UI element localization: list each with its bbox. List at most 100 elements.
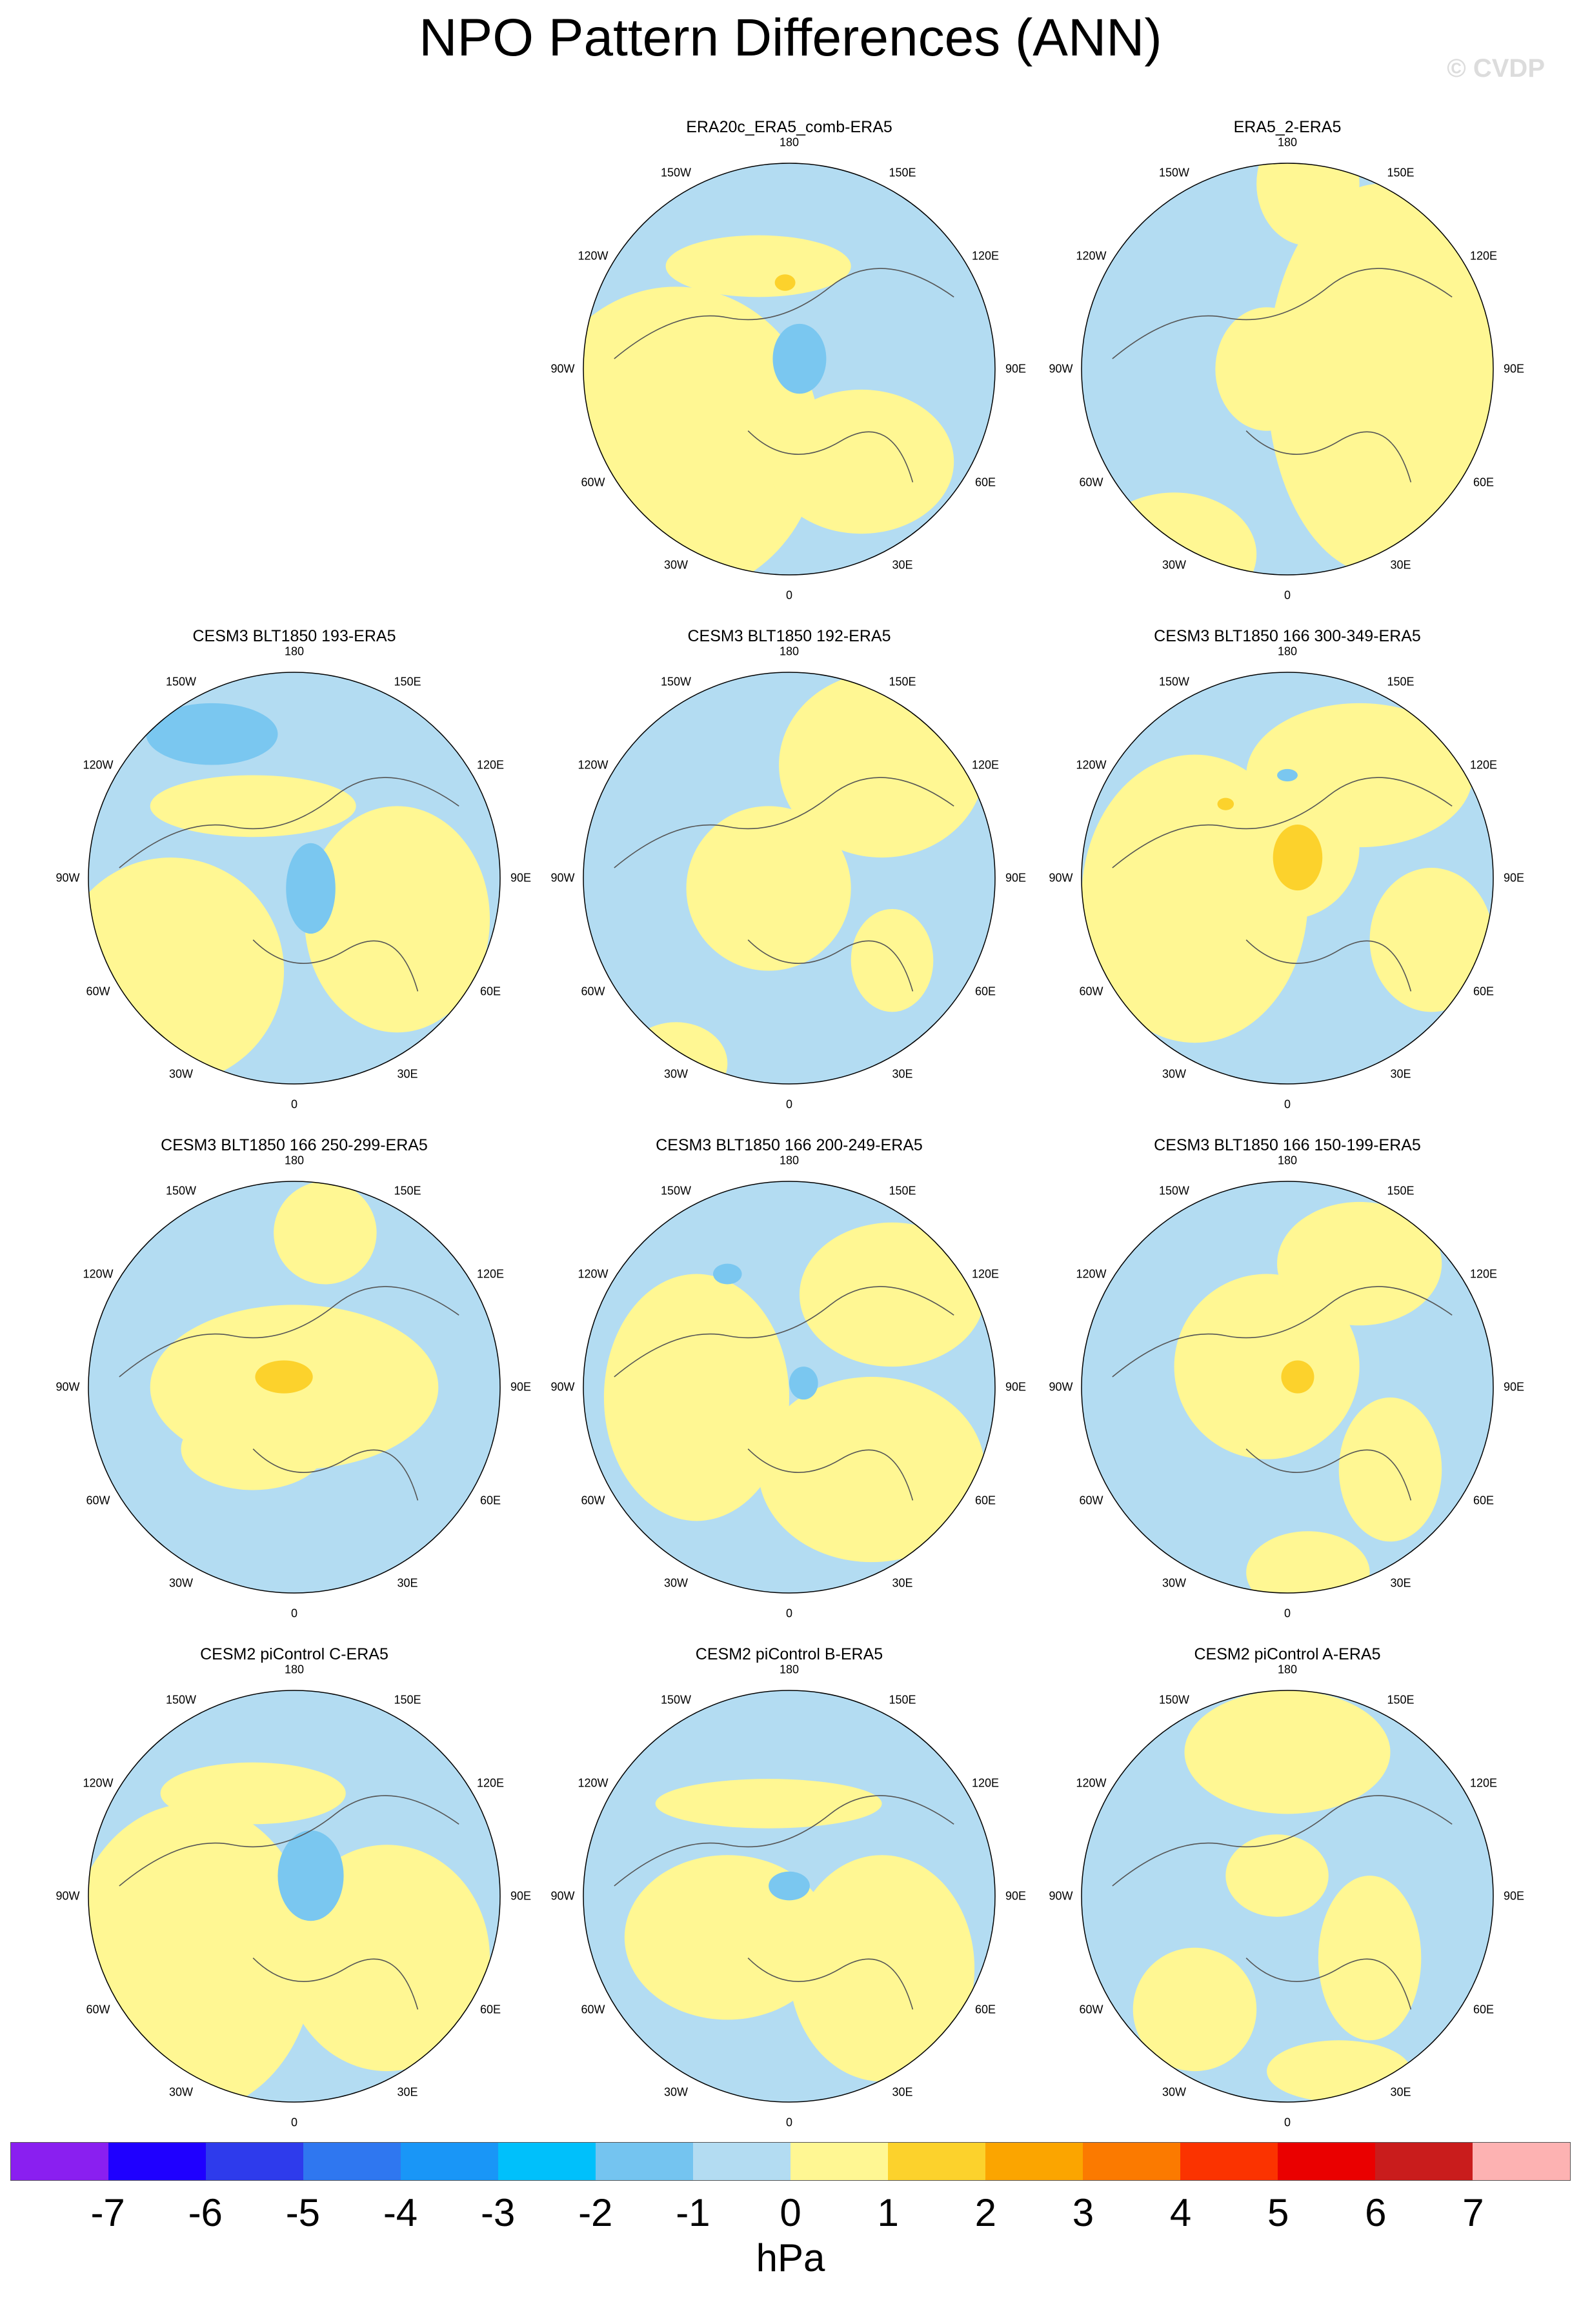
- longitude-label: 180: [779, 1663, 800, 1676]
- colorbar-swatch: [985, 2143, 1083, 2180]
- longitude-label: 180: [1277, 645, 1298, 658]
- colorbar-tick-label: -5: [285, 2191, 321, 2234]
- longitude-label: 60W: [86, 2003, 110, 2016]
- coastline: [1112, 268, 1453, 483]
- map-border: [583, 672, 996, 1085]
- contour-region: [1246, 1531, 1370, 1593]
- panel-title: CESM3 BLT1850 192-ERA5: [687, 627, 891, 645]
- longitude-label: 150W: [1158, 1693, 1190, 1707]
- longitude-label: 150W: [660, 1693, 692, 1707]
- longitude-label: 90W: [1049, 871, 1073, 885]
- longitude-label: 90E: [510, 1889, 532, 1903]
- longitude-label: 60E: [1473, 1494, 1494, 1507]
- longitude-label: 60W: [581, 2003, 605, 2016]
- longitude-label: 150W: [660, 1184, 692, 1197]
- map-panel: [88, 672, 501, 1085]
- coastline: [1112, 1795, 1453, 2010]
- longitude-label: 120W: [1076, 249, 1107, 262]
- longitude-label: 150E: [1387, 1184, 1415, 1197]
- longitude-label: 90E: [1005, 871, 1027, 885]
- map-panel: [1081, 672, 1494, 1085]
- longitude-label: 30W: [168, 1067, 194, 1081]
- contour-region: [686, 806, 851, 971]
- map-border: [583, 1690, 996, 2103]
- coastline: [614, 1286, 954, 1501]
- longitude-label: 180: [284, 645, 305, 658]
- map-panel: [1081, 163, 1494, 576]
- longitude-label: 150E: [889, 166, 916, 179]
- coastline: [1112, 777, 1453, 992]
- coastline: [119, 1286, 459, 1501]
- coastline: [119, 1795, 459, 2010]
- colorbar-swatch: [1375, 2143, 1473, 2180]
- longitude-label: 90W: [1049, 1380, 1073, 1394]
- colorbar-tick-label: -7: [90, 2191, 125, 2234]
- contour-region: [1225, 1834, 1329, 1917]
- map-panel: [583, 672, 996, 1085]
- panel-title: CESM2 piControl C-ERA5: [200, 1645, 388, 1663]
- colorbar-tick-label: 5: [1267, 2191, 1289, 2234]
- panel-title: ERA20c_ERA5_comb-ERA5: [686, 118, 892, 136]
- colorbar-swatch: [790, 2143, 888, 2180]
- colorbar-swatch: [596, 2143, 693, 2180]
- colorbar-swatch: [888, 2143, 985, 2180]
- longitude-label: 120W: [578, 249, 609, 262]
- longitude-label: 60E: [1473, 476, 1494, 488]
- contour-region: [88, 857, 285, 1084]
- longitude-label: 0: [290, 1607, 298, 1620]
- longitude-label: 0: [290, 2116, 298, 2129]
- longitude-label: 120W: [83, 1267, 114, 1280]
- longitude-label: 180: [284, 1154, 305, 1167]
- longitude-label: 0: [1284, 1097, 1291, 1111]
- longitude-label: 180: [779, 645, 800, 658]
- longitude-label: 150E: [1387, 166, 1415, 179]
- map-border: [88, 1690, 501, 2103]
- panel-title: CESM2 piControl A-ERA5: [1194, 1645, 1381, 1663]
- longitude-label: 120W: [1076, 758, 1107, 771]
- colorbar-swatch: [1083, 2143, 1180, 2180]
- longitude-label: 120E: [1469, 1776, 1497, 1789]
- map-border: [583, 163, 996, 576]
- colorbar-swatch: [498, 2143, 596, 2180]
- longitude-label: 90W: [550, 871, 575, 885]
- colorbar-tick-label: -3: [480, 2191, 516, 2234]
- longitude-label: 120E: [1469, 758, 1497, 771]
- contour-region: [274, 1181, 377, 1285]
- panel-title: CESM3 BLT1850 166 150-199-ERA5: [1154, 1136, 1421, 1154]
- panel-title: CESM3 BLT1850 166 300-349-ERA5: [1154, 627, 1421, 645]
- map-panel: [88, 1181, 501, 1594]
- colorbar: [10, 2142, 1571, 2181]
- longitude-label: 0: [290, 1097, 298, 1111]
- longitude-label: 60E: [1473, 2003, 1494, 2016]
- longitude-label: 30E: [892, 2085, 913, 2099]
- longitude-label: 90W: [550, 1380, 575, 1394]
- longitude-label: 90E: [510, 871, 532, 885]
- longitude-label: 30E: [892, 558, 913, 572]
- longitude-label: 120E: [476, 1267, 504, 1280]
- longitude-label: 180: [779, 1154, 800, 1167]
- chart-title: NPO Pattern Differences (ANN): [419, 8, 1162, 67]
- longitude-label: 120E: [971, 1267, 999, 1280]
- longitude-label: 120E: [971, 1776, 999, 1789]
- longitude-label: 180: [779, 135, 800, 149]
- longitude-label: 60W: [1079, 476, 1103, 488]
- longitude-label: 150W: [1158, 166, 1190, 179]
- longitude-label: 0: [785, 588, 793, 602]
- map-border: [88, 1181, 501, 1594]
- longitude-label: 150E: [394, 1184, 421, 1197]
- coastline: [1112, 1286, 1453, 1501]
- contour-region: [255, 1360, 313, 1394]
- longitude-label: 60E: [974, 476, 996, 488]
- contour-region: [774, 274, 796, 291]
- colorbar-tick-label: 6: [1365, 2191, 1387, 2234]
- longitude-label: 120W: [1076, 1776, 1107, 1789]
- longitude-label: 120E: [476, 1776, 504, 1789]
- contour-region: [88, 1803, 315, 2102]
- longitude-label: 120E: [971, 249, 999, 262]
- colorbar-swatch: [206, 2143, 303, 2180]
- contour-region: [1091, 492, 1257, 575]
- contour-region: [277, 1830, 344, 1921]
- map-border: [1081, 1690, 1494, 2103]
- contour-region: [603, 1274, 789, 1521]
- map-border: [88, 672, 501, 1085]
